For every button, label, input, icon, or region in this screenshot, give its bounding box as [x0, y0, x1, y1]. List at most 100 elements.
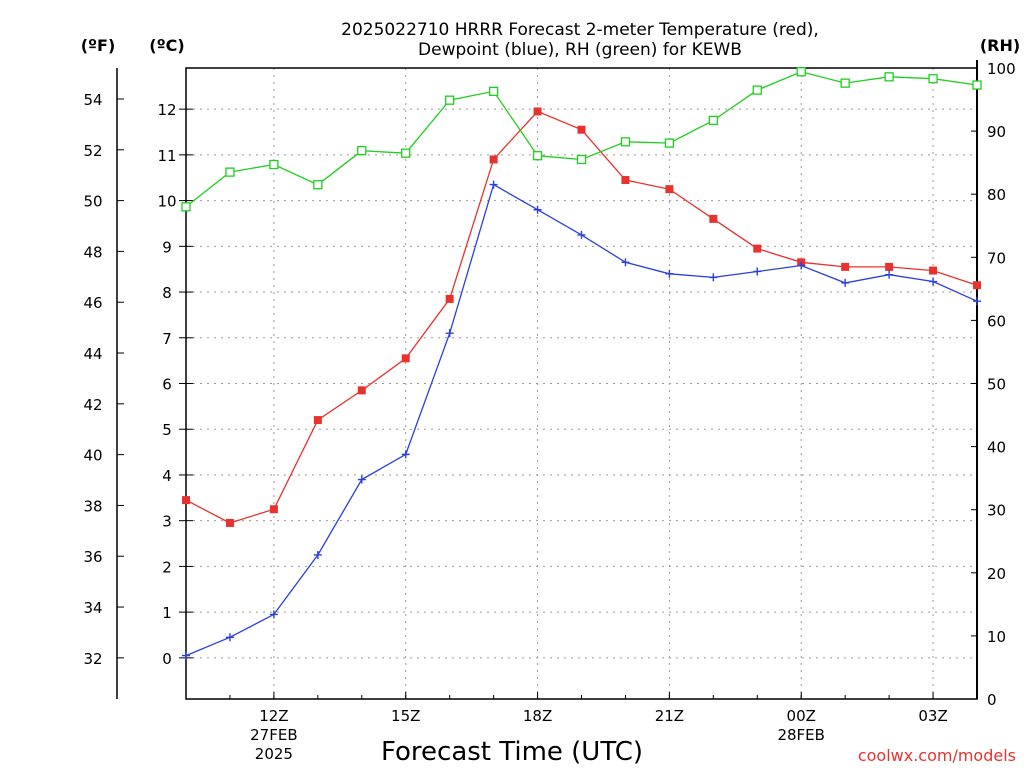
temperature-marker: [841, 262, 850, 271]
x-tick-date: 28FEB: [777, 726, 824, 744]
x-axis-title: Forecast Time (UTC): [381, 737, 643, 767]
rh-marker: [532, 151, 543, 161]
fahrenheit-tick-label: 40: [83, 447, 102, 465]
celsius-tick-label: 1: [162, 604, 172, 622]
tick-labels: 0123456789101112323436384042444648505254…: [83, 60, 1015, 763]
rh-marker: [225, 167, 235, 177]
dewpoint-marker: [841, 278, 850, 287]
rh-tick-label: 70: [987, 249, 1006, 267]
temperature-marker: [401, 354, 410, 363]
dewpoint-marker: [533, 205, 542, 214]
celsius-tick-label: 3: [162, 513, 172, 531]
dewpoint-marker: [797, 261, 806, 270]
rh-tick-label: 40: [987, 439, 1006, 457]
celsius-unit-label: (ºC): [149, 36, 184, 55]
dewpoint-marker: [357, 475, 366, 484]
rh-marker: [664, 138, 675, 148]
celsius-tick-label: 12: [157, 101, 176, 119]
dewpoint-marker: [269, 610, 278, 619]
rh-marker: [928, 74, 938, 84]
temperature-marker: [489, 155, 498, 164]
dewpoint-marker: [182, 651, 190, 660]
temperature-marker: [973, 281, 981, 290]
x-tick-label: 18Z: [523, 707, 552, 725]
fahrenheit-unit-label: (ºF): [81, 36, 116, 55]
fahrenheit-tick-label: 48: [83, 243, 102, 261]
series-line-2: [185, 71, 978, 208]
dewpoint-marker: [489, 180, 498, 189]
temperature-marker: [445, 294, 454, 303]
dewpoint-marker: [665, 269, 674, 278]
credit-link[interactable]: coolwx.com/models: [858, 746, 1016, 765]
grid-layer: [186, 68, 977, 699]
rh-tick-label: 0: [987, 691, 997, 709]
celsius-tick-label: 10: [157, 193, 176, 211]
dewpoint-marker: [621, 258, 630, 267]
fahrenheit-tick-label: 54: [83, 91, 102, 109]
x-tick-label: 15Z: [391, 707, 420, 725]
rh-marker: [884, 72, 894, 82]
rh-marker: [752, 85, 762, 95]
temperature-marker: [357, 386, 366, 395]
fahrenheit-tick-label: 52: [83, 142, 102, 160]
x-tick-date: 27FEB: [250, 726, 297, 744]
rh-marker: [840, 78, 850, 88]
celsius-tick-label: 0: [162, 650, 172, 668]
x-tick-label: 12Z: [259, 707, 288, 725]
rh-marker: [708, 115, 718, 126]
rh-marker: [620, 137, 631, 147]
celsius-tick-label: 4: [162, 467, 172, 485]
fahrenheit-tick-label: 34: [83, 599, 102, 617]
fahrenheit-tick-label: 50: [83, 193, 102, 211]
dewpoint-marker: [225, 633, 234, 642]
rh-marker: [488, 86, 499, 96]
rh-tick-label: 30: [987, 502, 1006, 520]
celsius-tick-label: 11: [157, 147, 176, 165]
x-tick-label: 00Z: [787, 707, 816, 725]
axes-layer: [116, 60, 978, 700]
rh-marker: [576, 154, 587, 165]
fahrenheit-tick-label: 44: [83, 345, 102, 363]
dewpoint-marker: [753, 267, 762, 276]
fahrenheit-tick-label: 46: [83, 294, 102, 312]
temperature-marker: [753, 244, 762, 253]
rh-tick-label: 10: [987, 628, 1006, 646]
temperature-marker: [182, 496, 190, 505]
fahrenheit-tick-label: 42: [83, 396, 102, 414]
temperature-marker: [313, 416, 322, 425]
rh-marker: [796, 67, 806, 77]
rh-tick-label: 90: [987, 123, 1006, 141]
temperature-marker: [269, 505, 278, 514]
dewpoint-marker: [401, 450, 410, 459]
rh-marker: [445, 95, 455, 105]
rh-marker: [357, 146, 367, 156]
rh-marker: [181, 202, 191, 212]
series-line-0: [185, 110, 978, 524]
dewpoint-marker: [577, 230, 586, 239]
series-line-1: [185, 183, 978, 657]
temperature-marker: [709, 214, 718, 223]
rh-tick-label: 80: [987, 186, 1006, 204]
celsius-tick-label: 9: [162, 238, 172, 256]
celsius-tick-label: 7: [162, 330, 172, 348]
temperature-marker: [225, 518, 234, 527]
temperature-marker: [577, 125, 586, 134]
x-tick-year: 2025: [255, 745, 293, 763]
celsius-tick-label: 5: [162, 421, 172, 439]
fahrenheit-tick-label: 38: [83, 497, 102, 515]
x-tick-label: 21Z: [655, 707, 684, 725]
temperature-marker: [885, 262, 894, 271]
x-tick-label: 03Z: [918, 707, 947, 725]
dewpoint-marker: [313, 550, 322, 559]
chart-subtitle: Dewpoint (blue), RH (green) for KEWB: [418, 40, 742, 60]
chart-title: 2025022710 HRRR Forecast 2-meter Tempera…: [341, 20, 819, 40]
celsius-tick-label: 2: [162, 558, 172, 576]
fahrenheit-tick-label: 36: [83, 548, 102, 566]
temperature-marker: [533, 107, 542, 116]
rh-tick-label: 60: [987, 312, 1006, 330]
temperature-marker: [665, 185, 674, 194]
dewpoint-marker: [709, 273, 718, 282]
series-layer: [181, 67, 982, 660]
dewpoint-marker: [973, 297, 981, 306]
